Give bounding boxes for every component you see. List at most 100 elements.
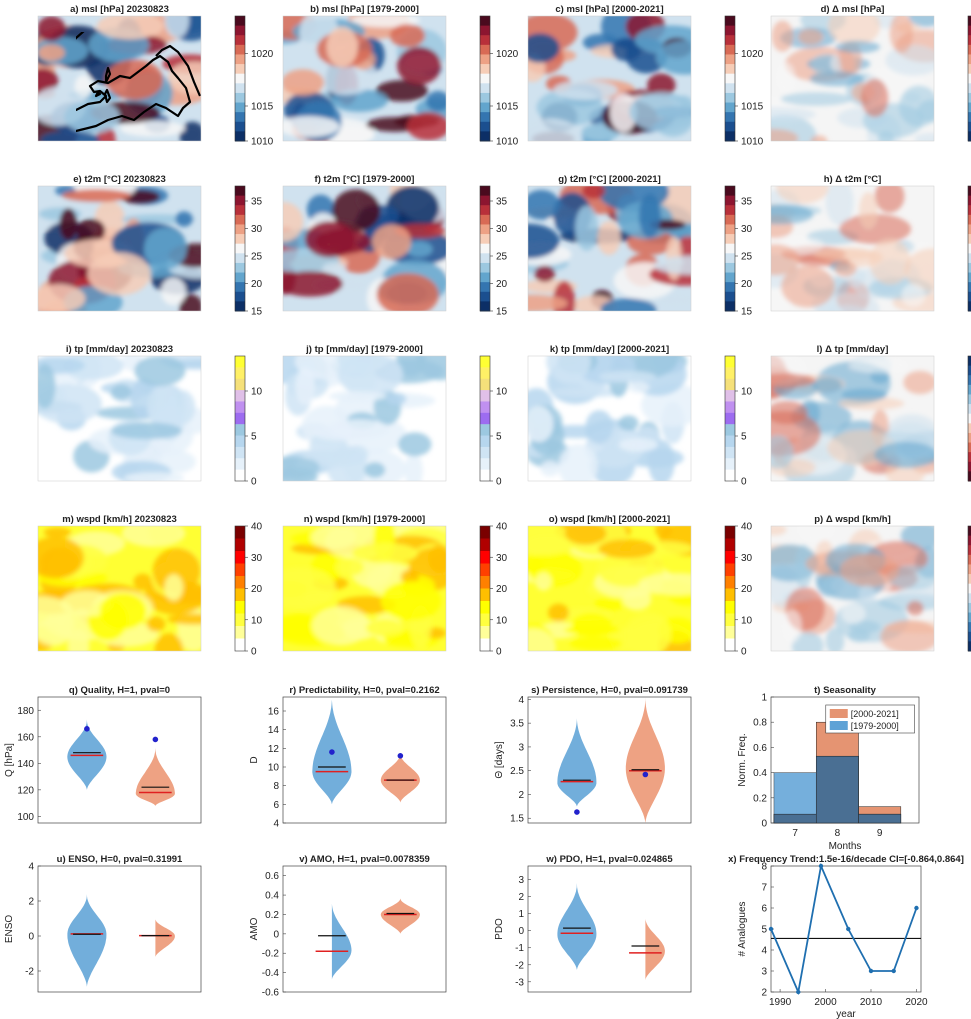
colorbar-segment <box>968 641 971 652</box>
y-axis-label: PDO <box>494 918 505 940</box>
field-contour <box>839 214 912 245</box>
colorbar-tick-label: 0 <box>496 477 502 488</box>
plot-area <box>282 696 447 824</box>
colorbar-segment <box>968 423 971 434</box>
colorbar-segment <box>968 243 971 254</box>
field-contour <box>889 16 913 53</box>
violin-body <box>380 898 420 934</box>
chart-panel: s) Persistence, H=0, pval=0.091739 1.5 2 2.… <box>494 685 692 825</box>
field-contour <box>328 391 387 402</box>
colorbar-segment <box>725 234 735 245</box>
colorbar-tick-label: 30 <box>251 553 263 564</box>
field-contour <box>771 20 794 52</box>
field-contour <box>791 631 824 651</box>
colorbar-segment <box>968 282 971 293</box>
map-frame <box>37 15 202 142</box>
y-tick-label: -3 <box>515 977 524 988</box>
y-tick-label: 120 <box>17 785 34 796</box>
map-frame <box>770 15 935 142</box>
field-contour <box>528 33 560 63</box>
map-panel: n) wspd [km/h] [1979-2000] 40 30 20 10 0 <box>282 514 508 658</box>
y-tick-label: 100 <box>17 812 34 823</box>
legend-label: [1979-2000] <box>851 721 899 731</box>
colorbar-segment <box>235 424 245 437</box>
colorbar-segment <box>235 390 245 402</box>
y-tick-label: -0.6 <box>262 988 280 999</box>
field-contour <box>869 238 911 285</box>
field-contour <box>398 432 432 457</box>
colorbar-tick-label: 1020 <box>741 49 764 60</box>
y-tick-label: -1 <box>515 943 524 954</box>
colorbar-tick-label: 40 <box>251 522 263 533</box>
field-contour <box>835 40 881 54</box>
field-contour <box>332 189 381 232</box>
colorbar-frame <box>967 185 971 312</box>
y-tick-label: -0.2 <box>262 949 280 960</box>
field-contour <box>771 128 799 141</box>
colorbar-tick-label: 10 <box>496 387 508 398</box>
colorbar-segment <box>968 593 971 604</box>
chart-panel: w) PDO, H=1, pval=0.024865 -3 -2 -1 0 1 2 3 PDO <box>494 854 692 993</box>
field-contour <box>302 591 334 604</box>
field-contour <box>896 585 934 601</box>
colorbar-segment <box>480 538 490 552</box>
colorbar-segment <box>968 291 971 302</box>
map-frame <box>282 15 447 142</box>
field-contour <box>43 527 72 538</box>
colorbar-segment <box>235 102 245 113</box>
map-title: h) Δ t2m [°C] <box>824 174 882 185</box>
colorbar-segment <box>480 243 490 254</box>
y-tick-label: 0.6 <box>265 871 279 882</box>
field-contour <box>653 255 691 275</box>
colorbar-segment <box>235 214 245 225</box>
field-contour <box>777 62 795 93</box>
colorbar-segment <box>725 367 735 380</box>
chart-panel: t) Seasonality 0 0.2 0.4 0.6 0.8 1 Norm. Freq. 7… <box>737 685 920 852</box>
colorbar-segment <box>480 424 490 437</box>
y-tick-label: 14 <box>268 725 280 736</box>
field-contour <box>546 356 592 382</box>
colorbar-segment <box>968 262 971 274</box>
colorbar-segment <box>725 102 735 113</box>
field-contour <box>179 294 201 311</box>
colorbar-segment <box>725 638 735 652</box>
colorbar-segment <box>725 121 735 132</box>
field-contour <box>771 373 816 388</box>
field-contour <box>167 61 201 95</box>
y-axis-label: D <box>249 756 260 763</box>
colorbar-segment <box>480 401 490 414</box>
map-title: o) wspd [km/h] [2000-2021] <box>549 514 670 525</box>
field-contour <box>386 392 407 406</box>
field-contour <box>903 370 934 395</box>
field-contour <box>558 444 598 481</box>
colorbar-segment <box>968 526 971 537</box>
colorbar-segment <box>480 588 490 602</box>
y-axis-label: Norm. Freq. <box>737 733 748 786</box>
colorbar-tick-label: 25 <box>251 252 263 263</box>
colorbar-tick-label: 5 <box>496 432 502 443</box>
colorbar-segment <box>480 64 490 75</box>
colorbar-segment <box>235 83 245 94</box>
colorbar-tick-label: 20 <box>251 279 263 290</box>
field-contour <box>598 539 656 559</box>
colorbar-segment <box>968 612 971 623</box>
colorbar-segment <box>235 588 245 602</box>
field-contour <box>849 358 909 374</box>
y-tick-label: 12 <box>268 744 280 755</box>
field-contour <box>311 606 370 646</box>
map-panel: o) wspd [km/h] [2000-2021] 40 30 20 10 0 <box>527 514 753 658</box>
colorbar-tick-label: 1020 <box>251 49 274 60</box>
colorbar-segment <box>480 282 490 293</box>
histogram-overlap <box>773 813 817 824</box>
data-point <box>768 926 774 932</box>
field-contour <box>121 526 186 547</box>
colorbar-segment <box>480 458 490 471</box>
map-title: p) Δ wspd [km/h] <box>814 514 891 525</box>
chart-panel: x) Frequency Trend:1.5e-16/decade CI=[-0… <box>728 854 964 1019</box>
field-contour <box>564 625 621 636</box>
colorbar-segment <box>968 365 971 376</box>
x-tick-label: 1990 <box>769 997 792 1008</box>
colorbar-segment <box>725 551 735 564</box>
colorbar-segment <box>725 301 735 312</box>
